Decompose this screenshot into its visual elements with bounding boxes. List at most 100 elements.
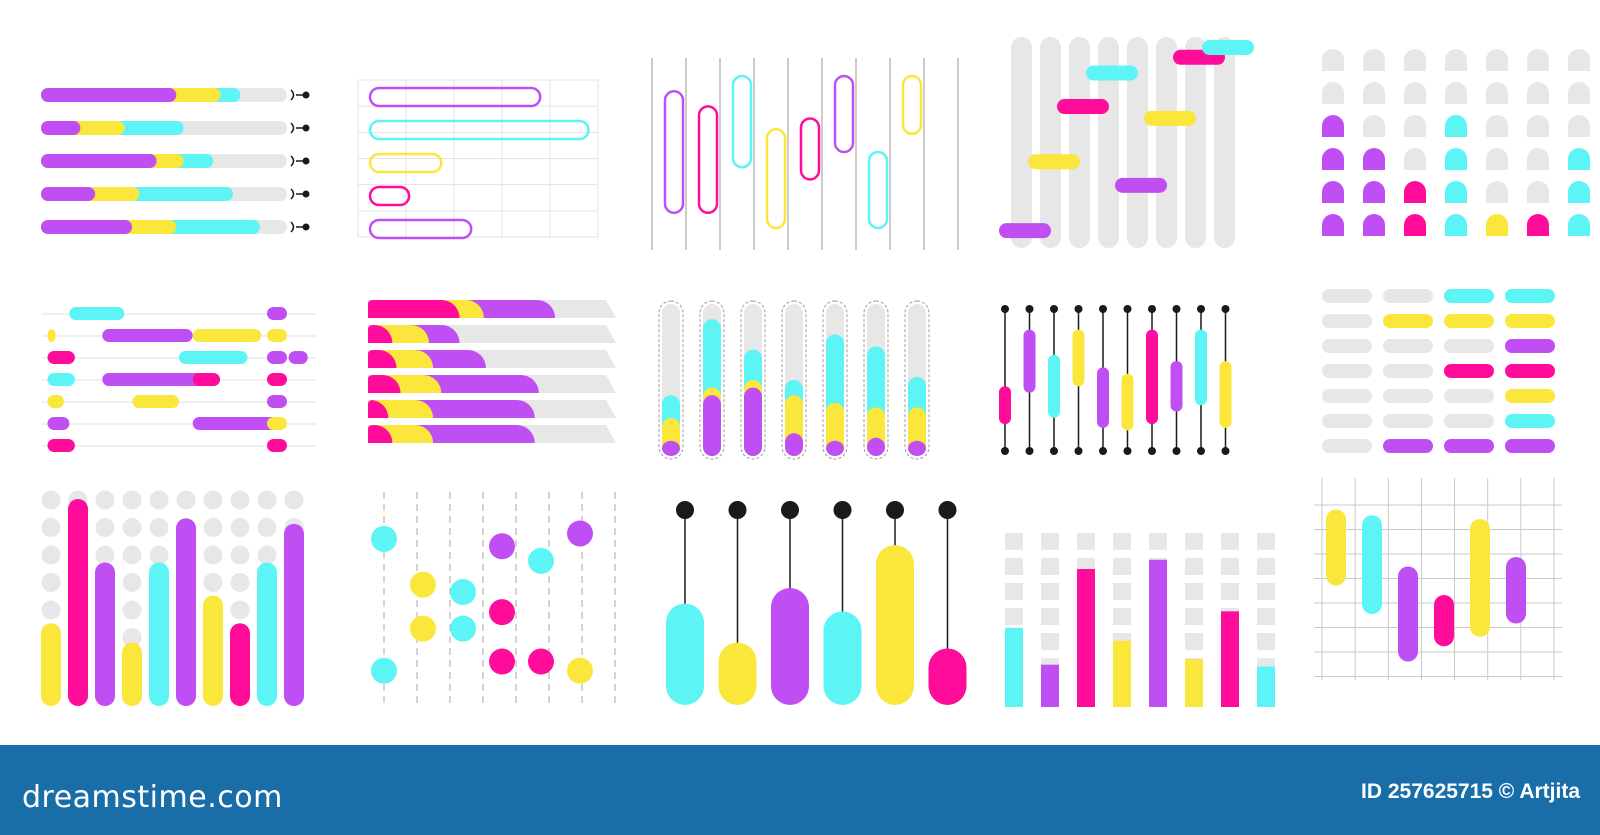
- scatter-dot: [567, 657, 593, 684]
- grid-tile: [1221, 583, 1239, 600]
- chart-stacked-progress-bars: [41, 88, 310, 234]
- connector-dot: [302, 190, 310, 198]
- grid-pill: [1444, 439, 1494, 453]
- grid-pill: [1383, 389, 1433, 403]
- floating-pill: [1057, 99, 1109, 115]
- grid-dot: [41, 490, 61, 510]
- grid-dot: [41, 573, 61, 592]
- floating-pill: [999, 223, 1051, 239]
- range-pill: [1023, 329, 1036, 393]
- value-bar: [122, 642, 142, 706]
- value-bar: [1005, 627, 1023, 707]
- filled-tile: [1363, 148, 1385, 170]
- range-capsule: [697, 105, 719, 215]
- timeline-pill: [102, 329, 193, 342]
- timeline-pill: [267, 307, 287, 320]
- tube-outline: [740, 300, 766, 460]
- empty-tile: [1568, 82, 1590, 104]
- scatter-dot: [410, 615, 436, 642]
- empty-tile: [1527, 115, 1549, 137]
- range-pill: [1195, 329, 1207, 406]
- floating-pill: [1202, 39, 1254, 55]
- timeline-pill: [47, 373, 75, 386]
- scatter-dot: [528, 648, 554, 675]
- grid-dot: [230, 518, 250, 537]
- bar-segment: [41, 88, 177, 102]
- chart-dot-grid-bars: [41, 490, 304, 706]
- timeline-pill: [132, 395, 179, 408]
- filled-tile: [1445, 115, 1467, 137]
- value-bar: [68, 499, 88, 706]
- value-capsule: [876, 545, 914, 705]
- outlined-bar: [368, 86, 542, 108]
- grid-dot: [230, 600, 250, 620]
- column-track: [1011, 37, 1032, 248]
- grid-dot: [122, 518, 142, 537]
- grid-dot: [122, 628, 142, 647]
- candle: [1362, 515, 1382, 614]
- stock-id-label: ID 257625715 © Artjita: [1361, 780, 1580, 803]
- value-capsule: [771, 588, 809, 705]
- column-track: [1185, 37, 1206, 248]
- grid-pill: [1322, 389, 1372, 403]
- filled-tile: [1445, 181, 1467, 203]
- bar-segment: [368, 375, 401, 393]
- empty-tile: [1363, 82, 1385, 104]
- grid-dot: [176, 490, 196, 510]
- bar-segment: [41, 220, 133, 234]
- pin-dot: [1001, 447, 1009, 455]
- grid-pill: [1322, 314, 1372, 328]
- grid-tile: [1221, 558, 1239, 575]
- timeline-pill: [267, 439, 287, 452]
- connector-dot: [302, 124, 310, 132]
- grid-tile: [1257, 633, 1275, 650]
- filled-tile: [1568, 148, 1590, 170]
- pin-dot: [1221, 305, 1230, 313]
- lollipop-head: [781, 501, 799, 519]
- scatter-dot: [489, 599, 515, 626]
- chart-tile-columns: [1322, 49, 1590, 236]
- timeline-pill: [102, 373, 207, 386]
- grid-dot: [257, 490, 277, 510]
- scatter-dot: [450, 615, 476, 642]
- empty-tile: [1568, 49, 1590, 71]
- lollipop-head: [886, 501, 904, 519]
- grid-pill: [1383, 314, 1433, 328]
- grid-tile: [1185, 633, 1203, 650]
- empty-tile: [1445, 49, 1467, 71]
- filled-tile: [1363, 214, 1385, 236]
- outlined-bar: [368, 152, 443, 174]
- timeline-pill: [192, 417, 281, 430]
- timeline-pill: [288, 351, 308, 364]
- value-capsule: [666, 603, 704, 705]
- timeline-pill: [179, 351, 248, 364]
- grid-dot: [284, 490, 304, 510]
- bar-segment: [368, 350, 397, 368]
- outlined-bar: [368, 185, 411, 207]
- grid-pill: [1322, 339, 1372, 353]
- chart-dashed-scatter: [371, 492, 616, 703]
- lollipop-head: [833, 501, 852, 519]
- tube-outline: [658, 300, 684, 460]
- range-pill: [1048, 354, 1060, 418]
- empty-tile: [1486, 82, 1508, 104]
- grid-tile: [1113, 608, 1131, 625]
- timeline-pill: [47, 395, 64, 408]
- grid-dot: [149, 490, 169, 510]
- tube-outline: [822, 300, 848, 460]
- chart-pill-timeline: [42, 307, 316, 452]
- infographic-canvas: [41, 37, 1590, 707]
- range-capsule: [901, 74, 923, 136]
- tube-segment: [867, 437, 885, 456]
- pin-dot: [1123, 305, 1132, 313]
- tube-segment: [908, 440, 926, 456]
- grid-tile: [1185, 533, 1203, 550]
- grid-dot: [203, 573, 223, 592]
- tube-outline: [699, 300, 725, 460]
- grid-dot: [230, 545, 250, 565]
- value-bar: [1077, 569, 1095, 707]
- timeline-pill: [47, 439, 75, 452]
- value-capsule: [823, 611, 862, 705]
- range-pill: [1146, 329, 1158, 425]
- value-bar: [1149, 559, 1167, 707]
